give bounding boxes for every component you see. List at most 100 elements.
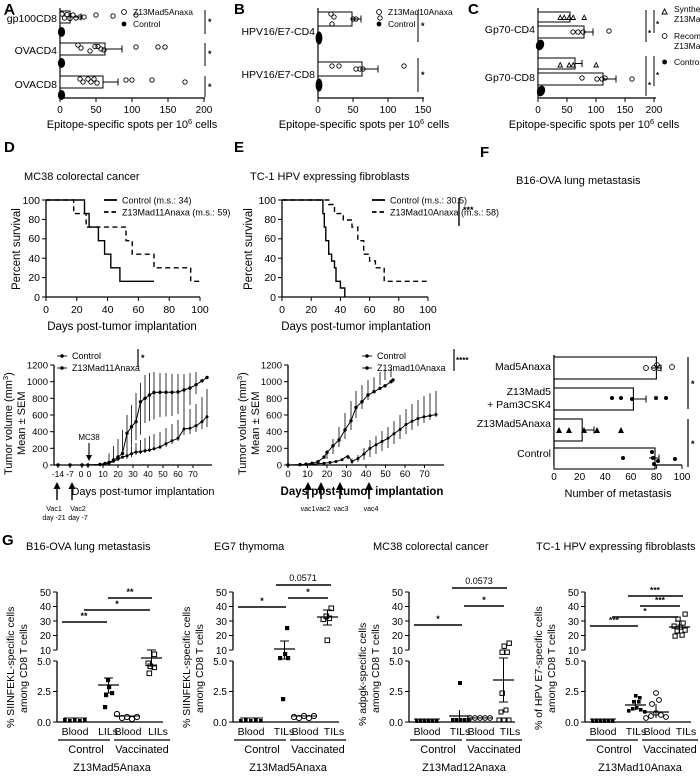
panel-e-tv-vac-labels: vac1 vac2 vac3 vac4: [301, 506, 379, 513]
arrow-head-icon: [365, 482, 373, 490]
g0-group-0: Control: [68, 744, 103, 756]
panel-a-sig-labels: * * *: [208, 17, 212, 92]
g3-ytick-50: 50: [568, 588, 580, 599]
panel-e-km-xlabel: Days post-tumor implantation: [281, 321, 431, 333]
panel-g-plot-3: TC-1 HPV expressing fibroblasts % of HPV…: [528, 528, 700, 777]
g1-xtick-1: TILs: [274, 726, 294, 738]
g1-sig-1: 0.0571: [289, 573, 317, 583]
panel-g-plot-0-title: B16-OVA lung metastasis: [26, 541, 151, 553]
g2-grp-control-blood: [414, 718, 440, 723]
panel-e-tumor-volume: Tumor volume (mm3) Mean ± SEM 1200 1000 …: [232, 347, 469, 525]
g3-ytick-2-5: 2.5: [565, 687, 579, 698]
panel-e-km-xtick-1: 20: [305, 304, 317, 316]
panel-e-vac1: vac1: [301, 506, 316, 513]
panel-e-tv-yticks: 1200 1000 800 600 400 200 0: [261, 361, 282, 472]
panel-d-tv-xtick-8: 50: [158, 469, 168, 479]
g3-grp-vaccinated-tils: [669, 611, 690, 639]
g1-ytick-2-5: 2.5: [213, 687, 227, 698]
panel-a-cat-2: OVACD8: [15, 79, 58, 91]
panel-f-tick-2: 40: [600, 472, 612, 483]
panel-b-xticks: [317, 98, 424, 102]
panel-f-chart: 0 20 40 60 80 100 Mad5Anaxa Z13Mad5 + Pa…: [477, 355, 695, 500]
panel-e-tv-treated-line: [287, 414, 437, 466]
panel-b-tick-1: 50: [347, 105, 359, 116]
panel-b: B 0 50 100 150 HPV16/E7-CD4 HPV16/E7-CD8: [232, 0, 466, 132]
g3-sig-3: ***: [655, 595, 666, 605]
g0-ytick-40: 40: [40, 602, 52, 613]
panel-a-label: A: [4, 1, 15, 18]
panel-d-tv-xtick-6: 30: [128, 469, 138, 479]
panel-c-sig-2: *: [648, 81, 652, 90]
g0-grp-vaccinated-blood: [113, 710, 141, 723]
panel-d-km-xticks: 0 20 40 60 80 100: [43, 304, 209, 316]
panel-e-vac3: vac3: [334, 506, 349, 513]
panel-f-cat-3: Control: [517, 448, 551, 460]
panel-g-plot-1-yticks: 50 40 30 20 10 5.0 2.5 0.0: [213, 588, 227, 729]
panel-e-tv-legend: Control Z13mad10Anaxa ****: [362, 349, 469, 373]
panel-d-km-ytick-3: 40: [28, 253, 40, 265]
panel-d-tv-ytick-5: 200: [32, 444, 48, 455]
panel-a-tick-1: 50: [90, 105, 102, 116]
panel-b-bar-cd4: [315, 11, 383, 45]
panel-e-tv-ylabel: Tumor volume (mm3): [235, 372, 250, 475]
panel-c-cat-1: Gp70-CD8: [485, 72, 535, 84]
panel-g-plot-3-chart: TC-1 HPV expressing fibroblasts % of HPV…: [533, 541, 698, 774]
panel-a-tick-0: 0: [57, 105, 63, 116]
panel-e-tv-ytick-4: 400: [266, 427, 282, 438]
panel-d-km-xtick-5: 100: [191, 304, 209, 316]
panel-g-plot-0-yticks: 50 40 30 20 10 5.0 2.5 0.0: [37, 588, 51, 729]
g0-grp-vaccinated-lils: [141, 649, 162, 677]
g3-group-0: Control: [596, 744, 631, 756]
g0-xtick-3: LILs: [148, 726, 168, 738]
g1-sig-2: *: [306, 587, 310, 597]
panel-b-xaxis-title: Epitope-specific spots per 106 cells: [279, 117, 450, 132]
panel-f-xlabel: Number of metastasis: [565, 488, 672, 500]
panel-g-plot-3-footer: Z13Mad10Anaxa: [598, 762, 683, 774]
g3-ytick-5: 5.0: [565, 657, 579, 668]
panel-d-km-xtick-2: 40: [102, 304, 114, 316]
panel-d-tv-legend-1: Z13Mad11Anaxa: [72, 363, 140, 373]
panel-e-km-xtick-2: 40: [335, 304, 347, 316]
panel-e-km-legend-1: Z13Mad10Anaxa (m.s.: 58): [390, 208, 499, 218]
panel-c-sig-3: *: [656, 71, 660, 80]
panel-d-vac1-name: Vac1: [46, 506, 62, 513]
g3-ytick-20: 20: [568, 631, 580, 642]
panel-e-tv-legend-0: Control: [377, 351, 406, 361]
g0-xtick-0: Blood: [62, 726, 89, 738]
panel-g-plot-3-groups: Control Vaccinated: [596, 744, 697, 756]
open-circle-icon: [121, 9, 127, 15]
panel-e-label: E: [234, 139, 244, 156]
arrow-head-icon: [53, 482, 61, 489]
panel-c-legend-2a: Control: [674, 57, 700, 67]
panel-c-chart: C 0 50 100 150 200 Gp70-CD4 Gp70-CD8: [468, 1, 700, 131]
g0-xtick-2: Blood: [115, 726, 142, 738]
panel-d-tv-xtick-1: -7: [66, 469, 74, 479]
panel-g-plot-1: EG7 thymoma % SIINFEKL-specific cells am…: [176, 528, 352, 777]
panel-e-km-ytick-0: 100: [258, 195, 276, 207]
g3-sig-2: ***: [650, 585, 661, 595]
panel-g-plot-0-ylabel1: % SIINFEKL-specific cells: [5, 607, 17, 728]
panel-g-plot-2: MC38 colorectal cancer % adpgk-specific …: [352, 528, 528, 777]
panel-e-tv-ylabel2: Mean ± SEM: [250, 391, 262, 455]
panel-d-km-ytick-4: 20: [28, 272, 40, 284]
panel-e-title: TC-1 HPV expressing fibroblasts: [250, 171, 410, 183]
g2-xtick-1: TILs: [450, 726, 470, 738]
panel-a-xaxis-title: Epitope-specific spots per 106 cells: [47, 117, 218, 132]
panel-f-cat-1b: + Pam3CSK4: [487, 399, 551, 411]
g2-ytick-20: 20: [392, 631, 404, 642]
panel-b-ticklabels: 0 50 100 150: [315, 105, 432, 116]
panel-g-plot-3-ylabel1: % of HPV E7-specific cells: [533, 606, 545, 730]
g2-xtick-2: Blood: [468, 726, 495, 738]
panel-e-tv-control-errors: [326, 369, 392, 459]
panel-e-tv-xtick-7: 70: [419, 469, 430, 480]
panel-g-plot-0-significance: [62, 597, 152, 623]
g2-sig-0: *: [436, 614, 440, 624]
panel-g-plot-3-title: TC-1 HPV expressing fibroblasts: [536, 541, 696, 553]
panel-e-tv-xtick-3: 30: [341, 469, 352, 480]
g2-ytick-40: 40: [392, 602, 404, 613]
panel-b-legend-0: Z13Mad10Anaxa: [388, 7, 453, 17]
panel-d-km-treated-line: [46, 199, 200, 283]
panel-e-km-sig: ***: [463, 205, 474, 215]
panel-e-tv-ytick-2: 800: [266, 394, 282, 405]
panel-d-tv-vac-labels: Vac1 day -21 Vac2 day -7: [42, 506, 88, 522]
